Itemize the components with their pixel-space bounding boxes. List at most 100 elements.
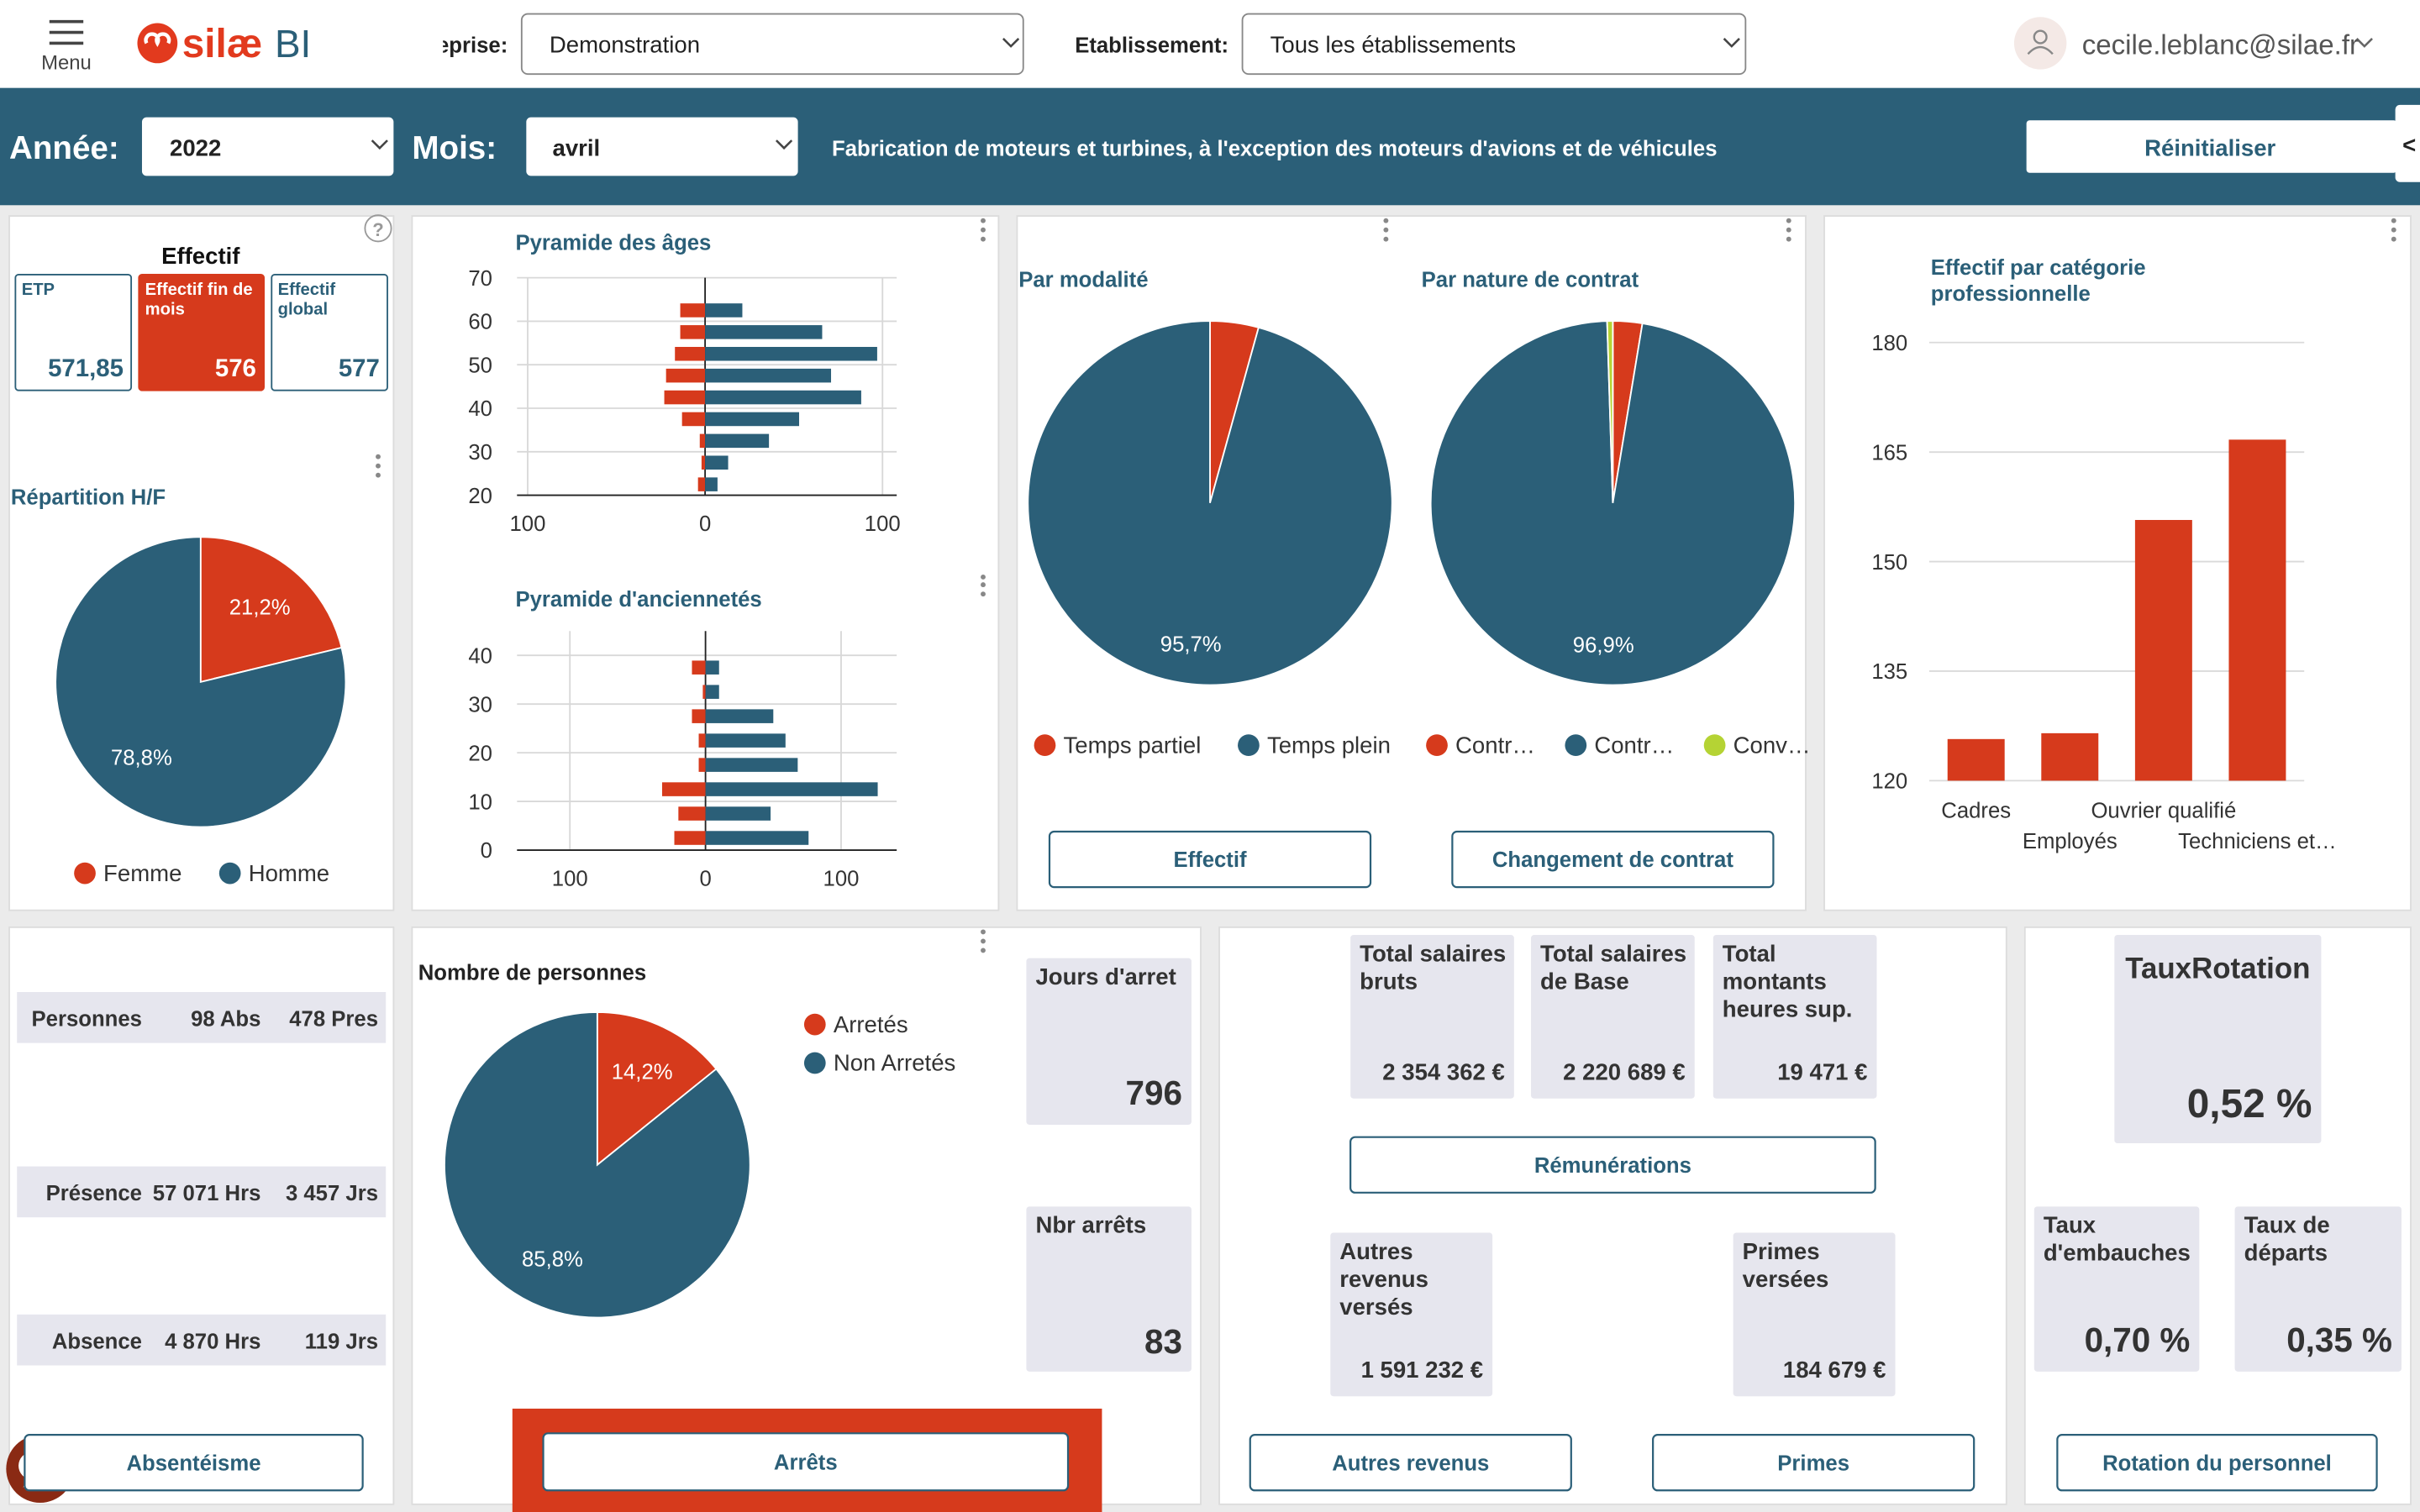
button[interactable] — [1048, 830, 1372, 889]
pie-slice — [199, 536, 343, 684]
legend-swatch — [1426, 734, 1448, 756]
bar — [2134, 520, 2192, 781]
reset-button[interactable] — [2026, 120, 2397, 173]
data-label: 14,2% — [612, 1060, 673, 1084]
row-band — [17, 992, 387, 1043]
kpi-value: 796 — [1126, 1074, 1182, 1112]
reset-label[interactable]: Réinitialiser — [2144, 135, 2275, 161]
bar — [697, 477, 706, 491]
legend-label: Contr… — [1594, 732, 1674, 758]
collapse-tab[interactable] — [2395, 104, 2420, 182]
bar — [705, 831, 809, 845]
kpi-label: Autres revenus versés — [1339, 1238, 1428, 1321]
row-value: 98 Abs — [191, 1007, 260, 1031]
bar — [698, 758, 706, 772]
pie-slice — [55, 536, 347, 828]
x-tick-label: 100 — [823, 867, 860, 890]
kpi-label: ETP — [21, 281, 55, 300]
kpi-value: 576 — [215, 354, 256, 382]
legend-swatch — [218, 862, 241, 885]
legend-swatch — [1034, 734, 1056, 756]
button-label[interactable]: Arrêts — [774, 1451, 838, 1474]
chart-title: Pyramide des âges — [515, 232, 711, 255]
row-label: Personnes — [32, 1007, 142, 1031]
kpi-card — [1026, 958, 1192, 1125]
site-value[interactable]: Tous les établissements — [1270, 31, 1516, 57]
pie-slice — [1027, 320, 1393, 686]
button[interactable] — [24, 1434, 364, 1492]
y-tick-label: 40 — [468, 644, 492, 668]
button-label[interactable]: Absentéisme — [127, 1452, 261, 1475]
legend-swatch — [74, 862, 96, 885]
kpi-label: Taux d'embauches — [2043, 1212, 2191, 1267]
more-icons[interactable] — [376, 218, 2396, 953]
x-tick-label: 0 — [699, 512, 711, 536]
button-label[interactable]: Effectif — [1173, 848, 1247, 872]
button-label[interactable]: Changement de contrat — [1492, 848, 1733, 872]
legend-swatch — [803, 1013, 826, 1036]
select-box[interactable] — [141, 117, 394, 176]
kpi-label-box: Total salaires de Base — [1540, 941, 1686, 995]
button[interactable] — [1349, 1136, 1876, 1194]
menu-label[interactable]: Menu — [41, 52, 92, 75]
kpi-card — [138, 274, 265, 391]
bar — [2041, 732, 2099, 781]
select-box[interactable] — [1241, 13, 1747, 76]
kpi-value: 571,85 — [48, 354, 124, 382]
data-label: 21,2% — [229, 596, 291, 619]
kpi-card — [14, 274, 133, 391]
select-box[interactable] — [526, 117, 798, 176]
year-value[interactable]: 2022 — [170, 135, 221, 161]
button-label[interactable]: Rotation du personnel — [2102, 1452, 2332, 1475]
select-box[interactable] — [520, 13, 1024, 76]
pie-slice — [1606, 320, 1614, 503]
bar — [705, 733, 786, 748]
row-value: 57 071 Hrs — [153, 1182, 261, 1205]
activity: Fabrication de moteurs et turbines, à l'… — [832, 138, 1718, 161]
chart-title: Effectif par catégorie professionnelle — [1930, 255, 2146, 306]
month-value[interactable]: avril — [553, 135, 601, 161]
data-label: 85,8% — [522, 1247, 583, 1271]
data-label: 78,8% — [111, 747, 172, 770]
bar — [705, 782, 878, 796]
x-tick-label: Techniciens et… — [2178, 830, 2337, 853]
row-band — [17, 1314, 387, 1366]
y-tick-label: 10 — [468, 790, 492, 814]
user-chevron[interactable] — [2355, 38, 2373, 48]
button[interactable] — [542, 1432, 1070, 1492]
button-label[interactable]: Rémunérations — [1534, 1154, 1691, 1178]
menu-icon[interactable] — [49, 19, 84, 45]
logo-icon — [137, 23, 178, 64]
button-label[interactable]: Primes — [1777, 1452, 1849, 1475]
logo: silæ — [182, 22, 263, 66]
button[interactable] — [1451, 830, 1775, 889]
collapse-label[interactable]: < — [2402, 132, 2416, 158]
help-icon[interactable] — [364, 214, 392, 243]
legend-label: Conv… — [1733, 732, 1811, 758]
filter-bar — [0, 87, 2420, 206]
y-tick-label: 50 — [468, 354, 492, 377]
button[interactable] — [1652, 1434, 1975, 1492]
kpi-label: Taux de départs — [2244, 1212, 2330, 1267]
button-label[interactable]: Autres revenus — [1332, 1452, 1489, 1475]
bar — [705, 709, 774, 723]
kpi-value: 577 — [339, 354, 380, 382]
avatar[interactable] — [2013, 17, 2067, 70]
help-glyph: ? — [372, 219, 383, 240]
kpi-value: 0,70 % — [2085, 1320, 2191, 1359]
bar — [705, 368, 832, 383]
company-label: Entreprise: — [394, 34, 508, 57]
button[interactable] — [2056, 1434, 2378, 1492]
kpi-value: 83 — [1144, 1322, 1182, 1361]
x-tick-label: 100 — [510, 512, 546, 536]
kpi-card — [2114, 935, 2322, 1144]
kpi-label-box: Taux de départs — [2244, 1212, 2330, 1267]
bar — [692, 709, 706, 723]
user-email[interactable]: cecile.leblanc@silae.fr — [2082, 29, 2359, 60]
y-tick-label: 120 — [1871, 770, 1907, 794]
x-tick-label: 100 — [865, 512, 901, 536]
company-value[interactable]: Demonstration — [550, 31, 700, 57]
x-tick-label: Cadres — [1941, 799, 2011, 822]
button[interactable] — [1249, 1434, 1572, 1492]
